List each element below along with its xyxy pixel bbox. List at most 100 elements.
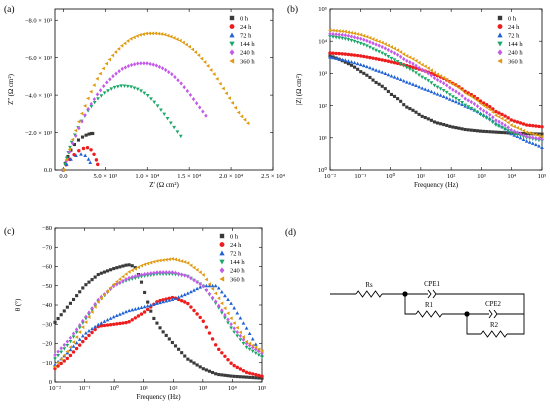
data-point [530, 141, 535, 145]
data-point [129, 36, 133, 41]
data-point [460, 93, 464, 98]
data-point [70, 141, 75, 146]
data-point [368, 39, 372, 45]
data-point [173, 74, 177, 80]
data-point [411, 57, 415, 61]
data-point [494, 123, 498, 127]
data-point [429, 68, 433, 73]
data-point [66, 154, 70, 159]
data-point [210, 337, 215, 341]
data-point [132, 62, 137, 67]
data-point [59, 313, 63, 317]
x-tick-label: 10² [169, 385, 178, 392]
data-point [126, 39, 130, 43]
data-point [121, 278, 125, 284]
data-point [229, 316, 233, 321]
data-point [359, 70, 363, 74]
data-point [232, 330, 237, 335]
data-point [371, 67, 375, 71]
data-point [117, 69, 121, 74]
data-point [170, 297, 175, 301]
data-point [254, 372, 258, 377]
data-point [457, 91, 461, 96]
x-tick-label: 5.0 × 10³ [94, 173, 118, 180]
data-point [232, 306, 237, 310]
data-point [191, 97, 196, 102]
data-point [202, 60, 207, 64]
data-point [148, 303, 153, 307]
data-point [368, 65, 372, 70]
data-point [195, 268, 199, 272]
data-point [488, 130, 492, 134]
data-point [164, 333, 168, 337]
data-point [389, 49, 394, 54]
data-point [527, 140, 532, 144]
data-point [124, 277, 128, 282]
data-point [158, 300, 162, 305]
chart-c-legend-marker [219, 250, 225, 256]
data-point [408, 67, 412, 72]
data-point [232, 321, 236, 325]
data-point [186, 357, 190, 361]
data-point [475, 110, 480, 115]
data-point [113, 50, 118, 54]
data-point [127, 308, 132, 313]
data-point [353, 65, 357, 69]
data-point [133, 307, 138, 311]
data-point [170, 257, 174, 261]
data-point [402, 103, 406, 107]
data-point [160, 66, 165, 71]
data-point [92, 97, 97, 102]
data-point [377, 39, 381, 44]
data-point [201, 284, 206, 289]
data-point [540, 145, 544, 150]
data-point [121, 311, 125, 315]
data-point [190, 47, 195, 52]
data-point [349, 63, 354, 67]
data-point [173, 344, 178, 348]
data-point [78, 343, 82, 347]
data-point [94, 158, 99, 162]
data-point [124, 320, 128, 325]
data-point [494, 118, 498, 123]
data-point [235, 334, 240, 338]
data-point [220, 308, 224, 313]
data-point [170, 72, 174, 77]
data-point [383, 42, 387, 46]
data-point [490, 110, 495, 115]
data-point [432, 120, 437, 124]
data-point [481, 108, 486, 113]
data-point [380, 58, 384, 62]
data-point [69, 157, 73, 161]
data-point [518, 135, 523, 140]
data-point [155, 104, 160, 108]
data-point [96, 297, 100, 302]
data-point [531, 135, 535, 140]
data-point [65, 343, 70, 348]
data-point [84, 320, 88, 324]
data-point [85, 146, 90, 150]
data-point [217, 347, 221, 352]
data-point [426, 66, 430, 70]
data-point [355, 40, 360, 45]
data-point [466, 128, 470, 132]
data-point [494, 109, 498, 114]
data-point [343, 33, 348, 38]
data-point [74, 335, 79, 339]
data-point [478, 101, 483, 106]
data-point [152, 270, 156, 275]
data-point [192, 265, 196, 270]
data-point [83, 153, 88, 157]
data-point [87, 132, 91, 136]
chart-b: 10⁻² 10⁻¹ 10⁰ 10¹ 10² 10³ 10⁴ 10⁵ 10⁰ 10¹ 10² 10³ 10… [287, 4, 546, 189]
data-point [136, 61, 140, 66]
data-point [198, 365, 202, 369]
data-point [86, 96, 90, 101]
data-point [142, 262, 147, 267]
data-point [389, 74, 394, 78]
data-point [518, 127, 523, 132]
data-point [328, 51, 332, 55]
data-point [124, 263, 128, 267]
data-point [497, 111, 501, 115]
data-point [503, 114, 507, 118]
